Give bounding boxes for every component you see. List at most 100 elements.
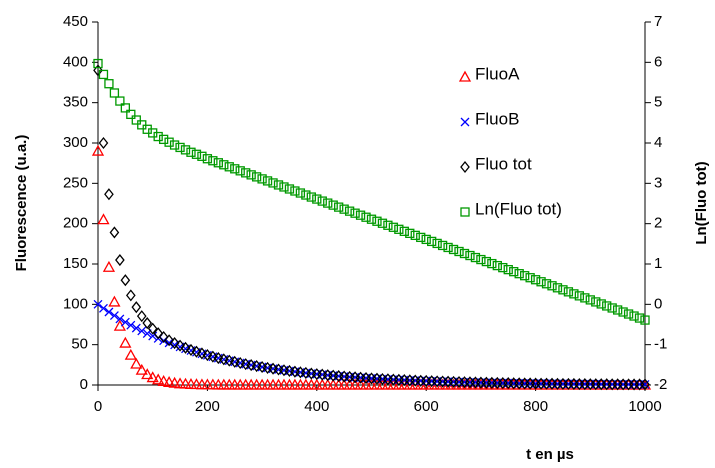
marker	[290, 186, 300, 196]
marker	[569, 289, 579, 299]
marker	[339, 204, 349, 214]
marker	[97, 213, 110, 225]
marker	[164, 334, 174, 347]
marker	[235, 166, 245, 176]
marker	[476, 254, 486, 265]
marker	[169, 337, 180, 350]
marker	[191, 149, 202, 159]
marker	[437, 240, 448, 251]
marker	[158, 330, 169, 344]
marker	[514, 269, 524, 279]
marker	[251, 172, 262, 182]
marker	[405, 228, 415, 238]
marker	[377, 218, 388, 228]
marker	[355, 210, 366, 220]
y2-axis-label: Ln(Fluo tot)	[693, 161, 710, 244]
y-tick-label: 300	[63, 134, 88, 151]
marker	[410, 230, 420, 241]
y-axis-label: Fluorescence (u.a.)	[13, 135, 30, 272]
marker	[213, 352, 224, 365]
marker	[530, 275, 541, 285]
marker	[607, 303, 617, 313]
legend-label: FluoA	[475, 64, 520, 83]
marker	[137, 326, 147, 336]
marker	[520, 271, 530, 281]
marker	[104, 188, 114, 201]
marker	[596, 299, 606, 309]
marker	[634, 313, 645, 323]
marker	[224, 162, 234, 172]
marker	[443, 242, 453, 253]
marker	[153, 327, 164, 340]
marker	[585, 295, 595, 305]
marker	[219, 160, 229, 170]
marker	[99, 303, 108, 313]
y2-tick-label: 2	[654, 215, 662, 232]
marker	[257, 174, 267, 184]
marker	[175, 339, 185, 352]
marker	[301, 190, 311, 200]
marker	[109, 226, 120, 239]
marker	[383, 220, 393, 230]
marker	[372, 216, 382, 226]
marker	[191, 345, 202, 358]
marker	[163, 375, 176, 387]
marker	[273, 180, 284, 190]
marker	[262, 176, 273, 186]
marker	[536, 277, 546, 287]
y2-tick-label: -1	[654, 336, 667, 353]
marker	[503, 264, 513, 275]
marker	[394, 224, 404, 234]
y2-tick-label: 0	[654, 295, 662, 312]
marker	[432, 238, 442, 249]
marker	[208, 156, 218, 166]
marker	[416, 232, 426, 243]
marker	[618, 307, 628, 317]
marker	[120, 274, 131, 287]
marker	[115, 254, 125, 267]
marker	[602, 301, 612, 311]
marker	[131, 323, 141, 333]
x-tick-label: 400	[304, 398, 329, 415]
marker	[157, 374, 170, 386]
marker	[93, 299, 103, 309]
marker	[148, 331, 158, 341]
marker	[119, 336, 132, 348]
marker	[147, 322, 158, 335]
marker	[98, 136, 109, 150]
legend-label: Ln(Fluo tot)	[475, 199, 562, 218]
y2-tick-label: 3	[654, 174, 662, 191]
marker	[208, 350, 218, 363]
marker	[470, 252, 481, 263]
y-tick-label: 50	[71, 336, 88, 353]
marker	[580, 293, 590, 303]
marker	[91, 144, 105, 156]
x-tick-label: 800	[523, 398, 548, 415]
marker	[492, 260, 502, 271]
y2-tick-label: 5	[654, 94, 662, 111]
marker	[629, 311, 639, 321]
marker	[640, 378, 650, 391]
marker	[448, 244, 459, 255]
legend-marker	[460, 207, 470, 217]
x-axis-label: t en µs	[526, 446, 574, 463]
marker	[328, 200, 338, 210]
marker	[168, 376, 181, 388]
marker	[197, 151, 207, 161]
y2-tick-label: 7	[654, 13, 662, 30]
marker	[93, 64, 103, 77]
marker	[104, 79, 114, 89]
marker	[547, 281, 557, 291]
marker	[459, 248, 470, 259]
marker	[306, 192, 316, 202]
marker	[246, 359, 256, 372]
marker	[120, 103, 130, 113]
marker	[251, 360, 262, 373]
marker	[541, 279, 552, 289]
marker	[427, 236, 437, 247]
y-tick-label: 200	[63, 215, 88, 232]
marker	[142, 317, 153, 330]
marker	[152, 373, 165, 385]
marker	[230, 164, 240, 174]
